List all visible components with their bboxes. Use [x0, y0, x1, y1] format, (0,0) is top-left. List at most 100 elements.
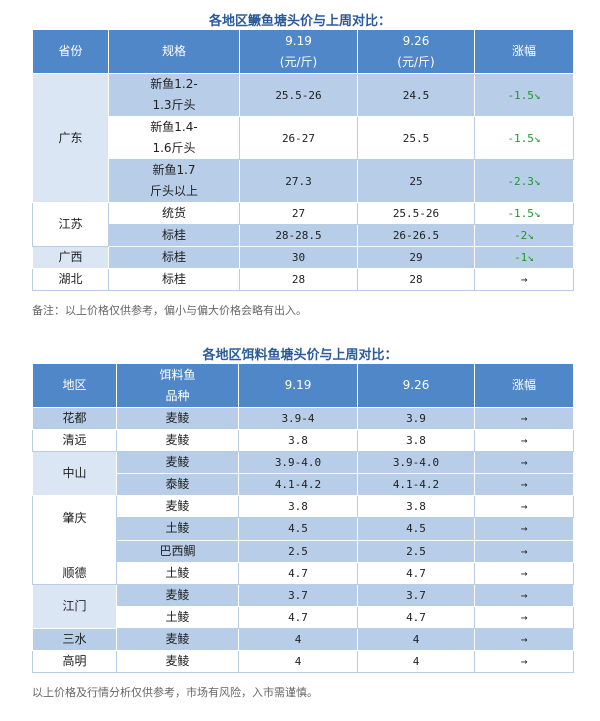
- region-cell: 江门: [32, 584, 117, 629]
- table-row: 土鲮 4.7 4.7 →: [33, 606, 574, 629]
- table-row: 江门 麦鲮 3.7 3.7 →: [32, 584, 574, 629]
- region-label-shunde: 顺德: [62, 566, 87, 580]
- price-cell: 26-27: [239, 116, 358, 160]
- table-row: 江苏 统货 27 25.5-26 -1.5↘: [32, 202, 574, 247]
- region-cell: 花都: [32, 407, 117, 430]
- species-cell: 麦鲮: [116, 584, 239, 607]
- change-cell: →: [474, 650, 574, 673]
- spec-cell: 新鱼1.4- 1.6斤头: [108, 116, 240, 160]
- mandarin-fish-price-table: 省份 规格 9.19 (元/斤) 9.26 (元/斤) 涨幅 广东 新鱼1.2- 1.…: [32, 29, 574, 291]
- spec-cell: 新鱼1.2- 1.3斤头: [108, 73, 240, 117]
- region-cell: 中山: [32, 451, 117, 496]
- header-date2: 9.26 (元/斤): [357, 29, 475, 74]
- header-date2-line2: (元/斤): [397, 54, 435, 69]
- change-cell: -2.3↘: [474, 159, 574, 203]
- table-row: 中山 麦鲮 3.9-4.0 3.9-4.0 →: [32, 451, 574, 496]
- species-cell: 土鲮: [116, 561, 239, 586]
- price-cell: 24.5: [357, 73, 475, 117]
- species-cell: 麦鲮: [116, 628, 239, 651]
- header-date1-line1: 9.19: [285, 33, 312, 48]
- table-row: 清远 麦鲮 3.8 3.8 →: [32, 429, 574, 452]
- price-cell: 25.5: [357, 116, 475, 160]
- header-date1-line2: (元/斤): [279, 54, 318, 69]
- spec-line1: 新鱼1.2-: [150, 77, 198, 91]
- change-cell: →: [474, 268, 574, 291]
- table-row: 高明 麦鲮 4 4 →: [32, 650, 574, 673]
- price-cell: 4: [357, 628, 475, 651]
- province-cell: 广西: [32, 246, 109, 269]
- table-row: 三水 麦鲮 4 4 →: [32, 628, 574, 651]
- province-cell: 湖北: [32, 268, 109, 291]
- species-cell: 麦鲮: [116, 494, 239, 519]
- table1-title: 各地区鳜鱼塘头价与上周对比：: [208, 14, 391, 29]
- spec-line1: 新鱼1.7: [152, 163, 196, 177]
- table-row: 新鱼1.7 斤头以上 27.3 25 -2.3↘: [33, 159, 574, 203]
- species-cell: 土鲮: [116, 517, 239, 541]
- price-cell: 27.3: [239, 159, 358, 203]
- header-date2-line1: 9.26: [402, 33, 430, 48]
- price-cell: 3.7: [357, 584, 475, 607]
- price-cell: 27: [239, 202, 358, 225]
- price-cell: 25: [357, 159, 475, 203]
- price-cell: 3.7: [238, 584, 358, 607]
- price-cell: 4.5: [357, 517, 475, 541]
- price-cell: 3.8: [238, 494, 358, 519]
- change-cell: -1.5↘: [474, 116, 574, 160]
- header-change: 涨幅: [474, 29, 574, 74]
- change-cell: -1.5↘: [474, 202, 574, 225]
- spec-cell: 新鱼1.7 斤头以上: [108, 159, 240, 203]
- change-cell: →: [474, 628, 574, 651]
- change-cell: →: [474, 584, 574, 607]
- header-species-line2: 品种: [165, 388, 190, 403]
- price-cell: 4.1-4.2: [357, 473, 475, 496]
- price-cell: 25.5-26: [239, 73, 358, 117]
- price-cell: 4.7: [357, 606, 475, 629]
- table-row: 标桂 28-28.5 26-26.5 -2↘: [33, 224, 574, 247]
- header-date1: 9.19 (元/斤): [239, 29, 358, 74]
- price-cell: 4: [238, 628, 358, 651]
- species-cell: 麦鲮: [116, 650, 239, 673]
- species-cell: 麦鲮: [116, 429, 239, 452]
- province-cell: 广东: [32, 73, 109, 203]
- species-cell: 泰鲮: [116, 473, 239, 496]
- spec-cell: 标桂: [108, 246, 240, 269]
- price-cell: 28: [239, 268, 358, 291]
- province-cell: 江苏: [32, 202, 109, 247]
- price-cell: 4.7: [357, 561, 475, 586]
- change-cell: -2↘: [474, 224, 574, 247]
- header-province: 省份: [32, 29, 109, 74]
- table-row: 花都 麦鲮 3.9-4 3.9 →: [32, 407, 574, 430]
- table-row: 肇庆 顺德 麦鲮 3.8 3.8 →: [32, 494, 574, 585]
- change-cell: →: [474, 561, 574, 586]
- spec-cell: 标桂: [108, 224, 240, 247]
- price-cell: 4: [357, 650, 475, 673]
- species-cell: 麦鲮: [116, 407, 239, 430]
- table-row: 广西 标桂 30 29 -1↘: [32, 246, 574, 269]
- header-date2: 9.26: [357, 363, 475, 408]
- change-cell: →: [474, 539, 574, 563]
- spec-line2: 1.3斤头: [152, 98, 196, 112]
- table-row: 土鲮 4.7 4.7 →: [33, 561, 574, 586]
- price-cell: 4.7: [238, 606, 358, 629]
- species-cell: 巴西鲷: [116, 539, 239, 563]
- table1-header-row: 省份 规格 9.19 (元/斤) 9.26 (元/斤) 涨幅: [32, 29, 574, 74]
- change-cell: →: [474, 429, 574, 452]
- header-species-line1: 饵料鱼: [159, 367, 196, 382]
- change-cell: →: [474, 494, 574, 519]
- table-row: 泰鲮 4.1-4.2 4.1-4.2 →: [33, 473, 574, 496]
- table-row: 新鱼1.4- 1.6斤头 26-27 25.5 -1.5↘: [33, 116, 574, 160]
- region-cell-group: 肇庆 顺德: [32, 495, 117, 585]
- change-cell: -1↘: [474, 246, 574, 269]
- spec-line2: 斤头以上: [149, 184, 198, 198]
- price-cell: 3.9-4.0: [357, 451, 475, 474]
- price-cell: 4.5: [238, 517, 358, 541]
- price-cell: 26-26.5: [357, 224, 475, 247]
- bait-fish-price-table: 地区 饵料鱼 品种 9.19 9.26 涨幅 花都 麦鲮 3.9-4 3.9 → …: [32, 363, 574, 673]
- price-cell: 3.9: [357, 407, 475, 430]
- price-cell: 28-28.5: [239, 224, 358, 247]
- table-row: 湖北 标桂 28 28 →: [32, 268, 574, 291]
- price-cell: 3.8: [238, 429, 358, 452]
- price-cell: 3.8: [357, 494, 475, 519]
- price-cell: 3.8: [357, 429, 475, 452]
- table-row: 土鲮 4.5 4.5 →: [33, 517, 574, 541]
